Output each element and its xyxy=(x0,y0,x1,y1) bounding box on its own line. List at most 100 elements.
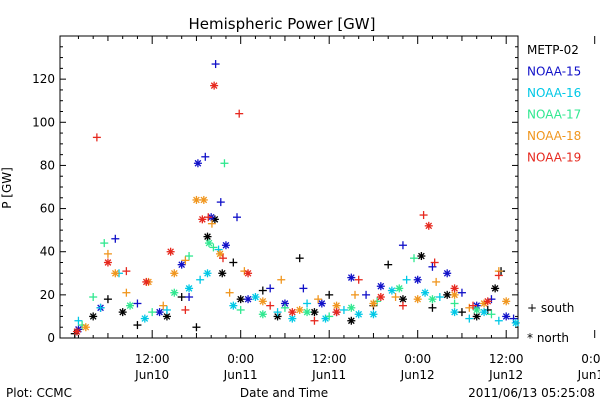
north-point-noaa-15 xyxy=(155,308,164,317)
x-tick-time-label: 0:00 xyxy=(227,352,254,366)
north-point-noaa-19 xyxy=(244,269,253,278)
legend-entry-metp-02: METP-02 xyxy=(527,43,579,57)
south-point-noaa-16 xyxy=(339,305,348,314)
north-point-noaa-16 xyxy=(251,293,260,302)
south-point-noaa-19 xyxy=(266,301,275,310)
north-point-noaa-18 xyxy=(81,323,90,332)
north-point-noaa-18 xyxy=(170,269,179,278)
x-tick-date-label: Jun11 xyxy=(311,368,346,382)
north-point-noaa-19 xyxy=(210,81,219,90)
south-point-noaa-16 xyxy=(465,314,474,323)
south-point-metp-02 xyxy=(428,303,437,312)
south-point-metp-02 xyxy=(133,321,142,330)
south-point-noaa-17 xyxy=(89,293,98,302)
north-point-metp-02 xyxy=(443,290,452,299)
south-point-noaa-16 xyxy=(273,308,282,317)
legend-entry-noaa-15: NOAA-15 xyxy=(527,65,581,79)
north-point-noaa-18 xyxy=(192,195,201,204)
legend-entry-noaa-17: NOAA-17 xyxy=(527,108,581,122)
north-point-noaa-19 xyxy=(166,247,175,256)
legend-entry-noaa-18: NOAA-18 xyxy=(527,129,581,143)
south-point-noaa-17 xyxy=(236,305,245,314)
north-point-noaa-18 xyxy=(413,295,422,304)
north-point-metp-02 xyxy=(218,269,227,278)
south-point-noaa-15 xyxy=(398,241,407,250)
south-point-metp-02 xyxy=(258,286,267,295)
north-point-metp-02 xyxy=(89,312,98,321)
north-point-noaa-15 xyxy=(443,269,452,278)
north-point-noaa-15 xyxy=(244,295,253,304)
north-point-noaa-17 xyxy=(395,284,404,293)
north-point-noaa-19 xyxy=(483,297,492,306)
north-point-metp-02 xyxy=(118,308,127,317)
south-point-metp-02 xyxy=(229,258,238,267)
south-point-noaa-15 xyxy=(362,290,371,299)
south-point-noaa-19 xyxy=(204,213,213,222)
south-point-noaa-19 xyxy=(310,316,319,325)
south-point-noaa-18 xyxy=(391,293,400,302)
y-axis-label: P [GW] xyxy=(0,167,14,209)
y-tick-label: 0 xyxy=(47,331,55,345)
south-point-noaa-15 xyxy=(216,198,225,207)
north-point-metp-02 xyxy=(417,252,426,261)
legend-entry-noaa-19: NOAA-19 xyxy=(527,151,581,165)
north-point-noaa-16 xyxy=(140,314,149,323)
north-point-noaa-16 xyxy=(369,310,378,319)
south-point-noaa-19 xyxy=(122,267,131,276)
south-point-noaa-17 xyxy=(487,310,496,319)
south-point-noaa-19 xyxy=(494,271,503,280)
north-point-metp-02 xyxy=(347,316,356,325)
north-point-noaa-17 xyxy=(428,295,437,304)
hemisphere-legend: + south * north xyxy=(527,301,574,345)
north-point-noaa-19 xyxy=(142,277,151,286)
south-point-noaa-18 xyxy=(432,277,441,286)
hemisphere-legend-north: * north xyxy=(527,331,569,345)
north-point-noaa-18 xyxy=(450,290,459,299)
south-point-noaa-18 xyxy=(225,288,234,297)
y-tick-label: 20 xyxy=(40,288,55,302)
south-point-noaa-18 xyxy=(122,288,131,297)
south-point-noaa-16 xyxy=(96,303,105,312)
north-point-noaa-16 xyxy=(229,301,238,310)
chart-title: Hemispheric Power [GW] xyxy=(189,15,376,33)
north-point-noaa-15 xyxy=(221,241,230,250)
y-axis: 0 20 40 60 80 100 120 xyxy=(32,46,518,345)
legend-entry-noaa-16: NOAA-16 xyxy=(527,86,581,100)
north-point-noaa-17 xyxy=(303,308,312,317)
x-tick-date-label: Jun12 xyxy=(488,368,523,382)
x-axis: 12:00 Jun10 0:00 Jun11 12:00 Jun11 0:00 Jun12 12… xyxy=(77,36,600,382)
north-point-noaa-19 xyxy=(103,258,112,267)
north-point-noaa-18 xyxy=(199,195,208,204)
north-point-noaa-18 xyxy=(111,269,120,278)
south-point-noaa-17 xyxy=(220,159,229,168)
north-point-noaa-15 xyxy=(502,312,511,321)
north-point-noaa-15 xyxy=(413,275,422,284)
north-point-noaa-16 xyxy=(387,286,396,295)
north-point-noaa-15 xyxy=(347,273,356,282)
south-point-noaa-18 xyxy=(314,295,323,304)
south-point-metp-02 xyxy=(325,290,334,299)
north-point-noaa-19 xyxy=(332,308,341,317)
south-point-noaa-15 xyxy=(428,262,437,271)
plot-timestamp: 2011/06/13 05:25:08 xyxy=(468,386,595,400)
hemisphere-legend-south: + south xyxy=(527,301,574,315)
south-point-noaa-19 xyxy=(92,133,101,142)
north-point-noaa-16 xyxy=(480,308,489,317)
south-point-noaa-19 xyxy=(218,254,227,263)
north-point-noaa-19 xyxy=(288,308,297,317)
north-point-noaa-16 xyxy=(421,288,430,297)
x-tick-time-label: 0:00 xyxy=(581,352,600,366)
south-point-noaa-18 xyxy=(181,256,190,265)
north-point-noaa-19 xyxy=(376,293,385,302)
south-point-noaa-16 xyxy=(494,316,503,325)
x-tick-date-label: Jun11 xyxy=(223,368,258,382)
south-point-noaa-16 xyxy=(74,316,83,325)
south-point-noaa-19 xyxy=(419,211,428,220)
south-point-noaa-15 xyxy=(299,284,308,293)
north-point-metp-02 xyxy=(491,284,500,293)
north-point-noaa-18 xyxy=(216,249,225,258)
north-point-noaa-15 xyxy=(193,159,202,168)
north-point-noaa-18 xyxy=(502,297,511,306)
north-point-noaa-15 xyxy=(317,299,326,308)
x-tick-time-label: 12:00 xyxy=(489,352,524,366)
